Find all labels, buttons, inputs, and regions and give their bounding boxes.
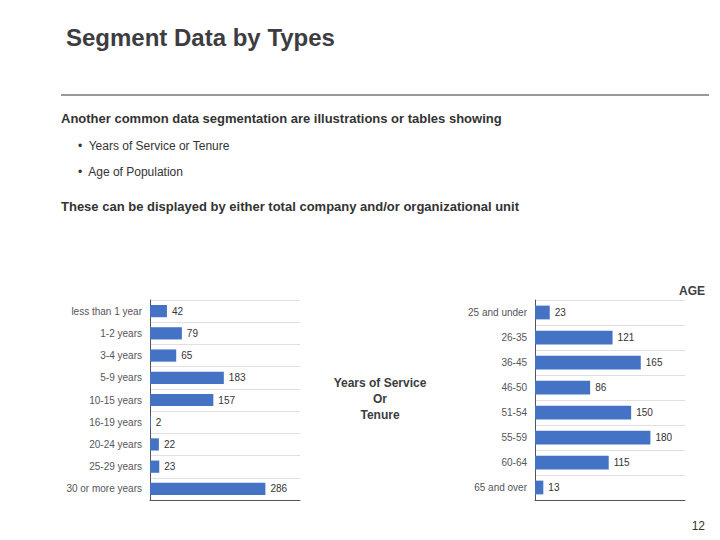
svg-text:60-64: 60-64 (501, 457, 527, 468)
svg-text:121: 121 (618, 332, 635, 343)
svg-text:115: 115 (614, 457, 630, 468)
svg-text:Segment Data by Types: Segment Data by Types (66, 24, 335, 51)
svg-text:26-35: 26-35 (501, 332, 527, 343)
svg-text:less than 1 year: less than 1 year (71, 306, 142, 317)
svg-text:2: 2 (156, 417, 162, 428)
svg-text:• Age of Population: • Age of Population (78, 165, 183, 179)
svg-text:25 and under: 25 and under (468, 307, 528, 318)
svg-text:36-45: 36-45 (501, 357, 527, 368)
svg-text:150: 150 (636, 407, 653, 418)
svg-text:25-29 years: 25-29 years (89, 461, 142, 472)
svg-text:180: 180 (655, 432, 672, 443)
svg-text:Tenure: Tenure (360, 408, 399, 422)
svg-text:Or: Or (373, 392, 387, 406)
svg-text:13: 13 (548, 482, 560, 493)
svg-text:65: 65 (181, 350, 193, 361)
svg-text:1-2 years: 1-2 years (100, 328, 142, 339)
svg-text:79: 79 (187, 328, 199, 339)
svg-text:30 or more years: 30 or more years (66, 483, 142, 494)
svg-text:42: 42 (172, 306, 184, 317)
svg-text:10-15 years: 10-15 years (89, 395, 142, 406)
svg-text:23: 23 (164, 461, 176, 472)
svg-text:These can be displayed by eith: These can be displayed by either total c… (61, 199, 520, 214)
svg-text:3-4 years: 3-4 years (100, 350, 142, 361)
svg-text:86: 86 (595, 382, 607, 393)
svg-text:20-24 years: 20-24 years (89, 439, 142, 450)
svg-text:183: 183 (229, 372, 246, 383)
svg-text:AGE: AGE (679, 284, 705, 298)
svg-text:65 and over: 65 and over (474, 482, 527, 493)
svg-text:• Years of Service or Tenure: • Years of Service or Tenure (78, 139, 230, 153)
svg-text:46-50: 46-50 (501, 382, 527, 393)
svg-text:12: 12 (692, 519, 706, 533)
svg-text:16-19 years: 16-19 years (89, 417, 142, 428)
svg-text:165: 165 (646, 357, 663, 368)
svg-text:157: 157 (218, 395, 235, 406)
svg-text:51-54: 51-54 (501, 407, 527, 418)
svg-text:22: 22 (164, 439, 176, 450)
svg-text:286: 286 (270, 483, 287, 494)
svg-text:5-9 years: 5-9 years (100, 372, 142, 383)
svg-text:23: 23 (555, 307, 567, 318)
svg-text:Years of Service: Years of Service (334, 376, 427, 390)
svg-text:Another common data segmentati: Another common data segmentation are ill… (61, 111, 502, 126)
svg-text:55-59: 55-59 (501, 432, 527, 443)
